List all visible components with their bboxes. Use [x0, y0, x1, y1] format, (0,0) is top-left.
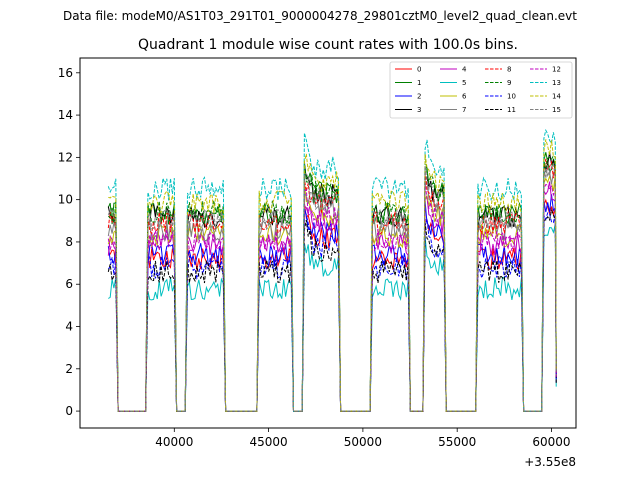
legend-label-2: 2 — [417, 93, 421, 101]
axes-frame — [79, 57, 577, 429]
y-tick-label: 12 — [58, 150, 73, 164]
legend-label-13: 13 — [552, 79, 561, 87]
chart-title: Quadrant 1 module wise count rates with … — [138, 37, 518, 53]
x-tick-label: 45000 — [249, 435, 287, 449]
legend-label-3: 3 — [417, 106, 421, 114]
legend-label-4: 4 — [462, 66, 467, 74]
series-line-10 — [107, 209, 557, 412]
y-tick-label: 2 — [65, 362, 73, 376]
suptitle: Data file: modeM0/AS1T03_291T01_90000042… — [63, 9, 577, 23]
x-tick-label: 60000 — [532, 435, 570, 449]
legend-label-7: 7 — [462, 106, 466, 114]
x-tick-label: 55000 — [438, 435, 476, 449]
series-line-0 — [108, 198, 557, 412]
series-line-5 — [108, 224, 557, 412]
x-tick-label: 40000 — [155, 435, 193, 449]
y-tick-label: 8 — [65, 235, 73, 249]
legend-label-8: 8 — [507, 66, 511, 74]
y-tick-label: 6 — [65, 277, 73, 291]
legend-label-11: 11 — [507, 106, 516, 114]
x-tick-label: 50000 — [344, 435, 382, 449]
legend-label-0: 0 — [417, 66, 421, 74]
y-tick-label: 16 — [58, 66, 73, 80]
series-line-11 — [107, 208, 557, 412]
x-axis: 40000 45000 50000 55000 60000 — [155, 428, 571, 449]
plot-lines — [107, 128, 557, 412]
y-tick-label: 10 — [58, 193, 73, 207]
series-line-7 — [107, 167, 557, 412]
legend-label-14: 14 — [552, 93, 561, 101]
legend-label-1: 1 — [417, 79, 421, 87]
series-line-12 — [107, 183, 557, 412]
legend-label-5: 5 — [462, 79, 466, 87]
x-offset-label: +3.55e8 — [524, 455, 576, 469]
series-line-4 — [107, 181, 557, 412]
legend-label-15: 15 — [552, 106, 561, 114]
y-tick-label: 4 — [65, 320, 73, 334]
series-line-13 — [107, 128, 557, 412]
y-tick-label: 14 — [58, 108, 73, 122]
y-tick-label: 0 — [65, 404, 73, 418]
legend-label-9: 9 — [507, 79, 511, 87]
legend-label-12: 12 — [552, 66, 561, 74]
legend-label-10: 10 — [507, 93, 516, 101]
y-axis: 0 2 4 6 8 10 12 14 16 — [58, 66, 80, 418]
legend-box — [389, 61, 573, 119]
series-line-14 — [108, 139, 557, 412]
legend-label-6: 6 — [462, 93, 467, 101]
